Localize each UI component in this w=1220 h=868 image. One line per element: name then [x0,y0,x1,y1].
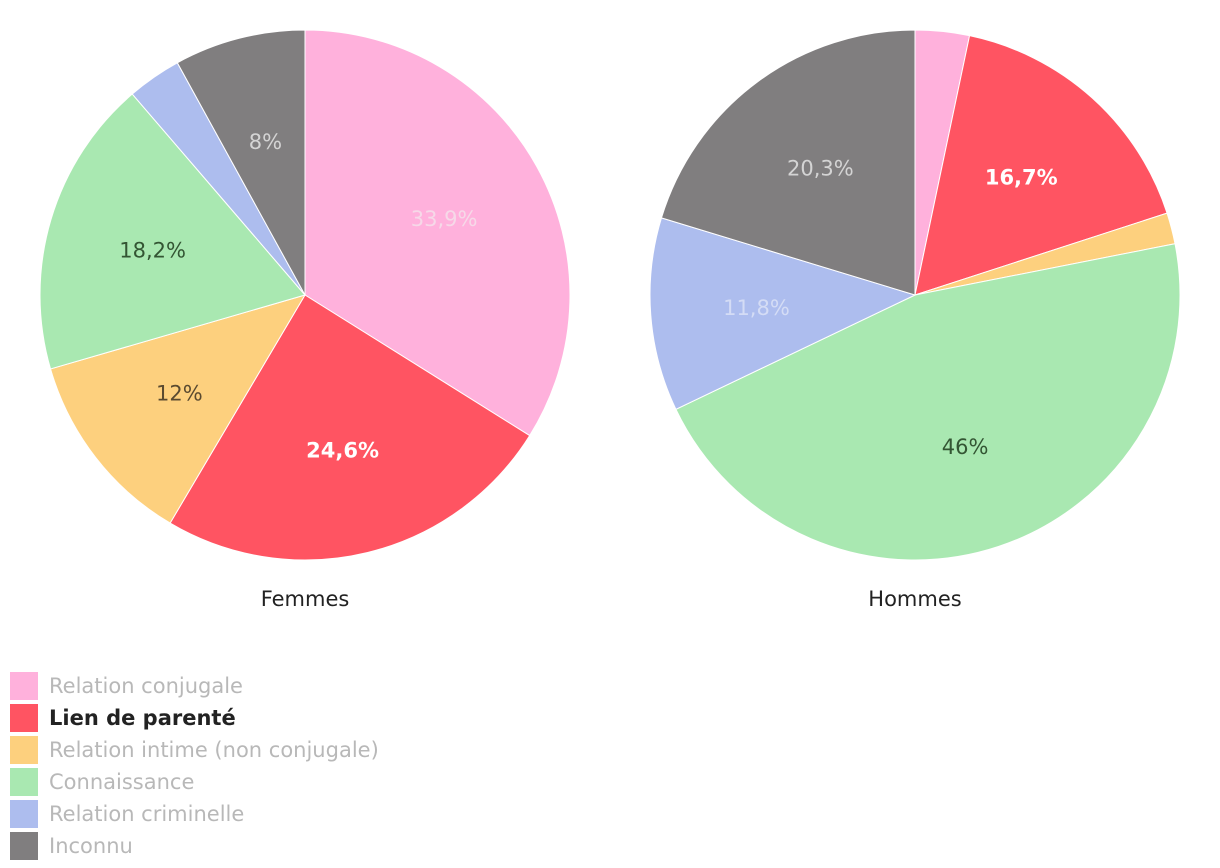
legend-label: Relation intime (non conjugale) [49,738,379,762]
legend-swatch [10,800,38,828]
slice-hommes-relation-criminelle[interactable] [649,217,917,411]
pie-title-femmes: Femmes [261,587,350,611]
legend-label: Relation criminelle [49,802,245,826]
legend: Relation conjugale Lien de parenté Relatio… [10,670,379,862]
pie-title-hommes: Hommes [868,587,961,611]
slice-femmes-relation-intime-non-conjugale[interactable] [49,294,307,524]
legend-item-lien-de-parente[interactable]: Lien de parenté [10,702,379,734]
legend-item-relation-intime-non-conjugale[interactable]: Relation intime (non conjugale) [10,734,379,766]
data-label-femmes-relation-intime-non-conjugale: 12% [156,381,203,405]
legend-swatch [10,704,38,732]
data-label-femmes-lien-de-parente: 24,6% [306,438,379,462]
legend-item-relation-conjugale[interactable]: Relation conjugale [10,670,379,702]
data-label-hommes-inconnu: 20,3% [787,156,854,180]
slice-femmes-connaissance[interactable] [39,93,306,370]
legend-label: Lien de parenté [49,706,236,730]
slice-femmes-inconnu[interactable] [176,29,306,296]
legend-label: Inconnu [49,834,133,858]
data-label-hommes-lien-de-parente: 16,7% [985,166,1058,190]
data-label-hommes-connaissance: 46% [942,435,989,459]
legend-item-inconnu[interactable]: Inconnu [10,830,379,862]
slice-femmes-relation-conjugale[interactable] [304,29,571,437]
data-label-femmes-relation-conjugale: 33,9% [411,207,478,231]
slice-femmes-lien-de-parente[interactable] [169,294,531,561]
data-label-femmes-inconnu: 8% [249,130,282,154]
pie-femmes: 33,9% 24,6% 12% 18,2% 8% Femmes [39,29,571,611]
legend-swatch [10,768,38,796]
legend-label: Relation conjugale [49,674,243,698]
legend-item-relation-criminelle[interactable]: Relation criminelle [10,798,379,830]
pie-charts: 33,9% 24,6% 12% 18,2% 8% Femmes 16,7% 46% 11,8% 2… [39,29,1181,611]
pie-hommes: 16,7% 46% 11,8% 20,3% Hommes [649,29,1181,611]
data-label-hommes-relation-criminelle: 11,8% [723,296,790,320]
data-label-femmes-connaissance: 18,2% [119,239,186,263]
legend-swatch [10,832,38,860]
slice-hommes-lien-de-parente[interactable] [914,35,1168,296]
slice-hommes-connaissance[interactable] [675,243,1181,561]
legend-swatch [10,736,38,764]
legend-label: Connaissance [49,770,195,794]
legend-swatch [10,672,38,700]
slice-hommes-inconnu[interactable] [660,29,916,296]
legend-item-connaissance[interactable]: Connaissance [10,766,379,798]
